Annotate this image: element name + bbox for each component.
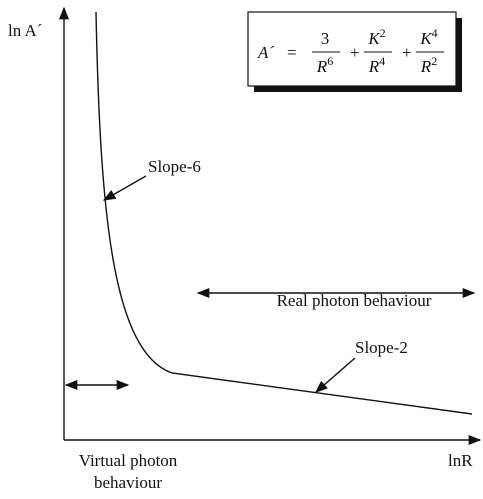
- y-axis-label: ln A´: [8, 21, 42, 40]
- exponent: 2: [380, 26, 386, 40]
- numerator: 3: [321, 29, 330, 48]
- slope-arrow: [102, 175, 147, 201]
- slope-label: Slope-2: [355, 338, 408, 357]
- formula-operator: +: [350, 43, 360, 62]
- slope-label: Slope-6: [148, 157, 201, 176]
- x-axis-label: lnR: [448, 451, 473, 470]
- exponent: 4: [379, 54, 385, 68]
- region-label: Virtual photon: [79, 451, 178, 470]
- formula-lhs: A´: [257, 43, 274, 62]
- formula-operator: +: [402, 43, 412, 62]
- formula-equals: =: [287, 43, 297, 62]
- formula-box: [247, 11, 457, 87]
- slope-arrow: [315, 357, 356, 393]
- region-label: behaviour: [94, 473, 162, 492]
- exponent: 6: [327, 54, 333, 68]
- curve: [95, 11, 473, 415]
- region-label: Real photon behaviour: [277, 291, 432, 310]
- exponent: 2: [431, 54, 437, 68]
- exponent: 4: [432, 26, 438, 40]
